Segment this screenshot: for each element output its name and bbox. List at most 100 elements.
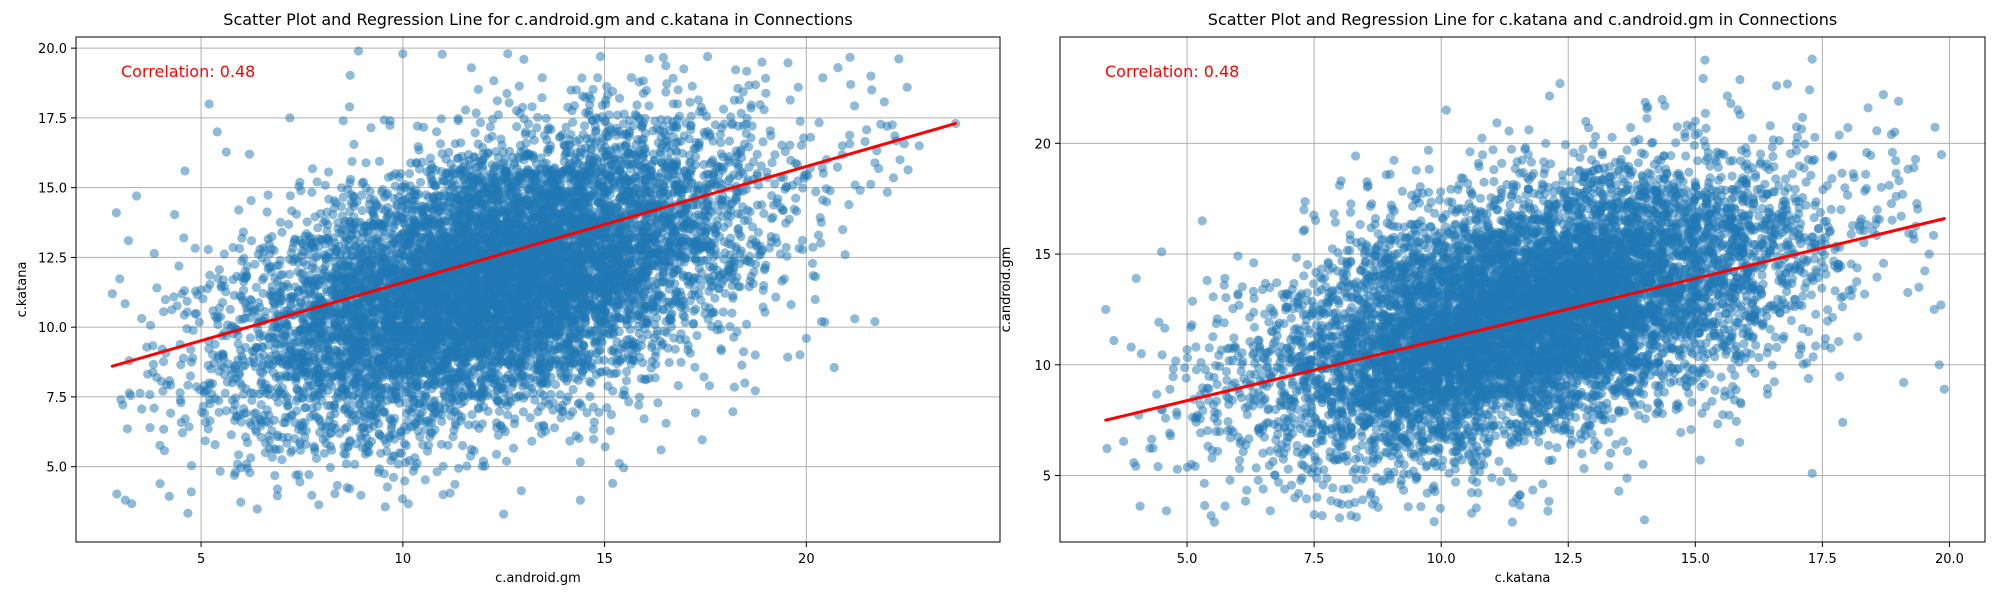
scatter-point bbox=[200, 436, 210, 446]
scatter-point bbox=[724, 136, 735, 146]
scatter-point bbox=[781, 218, 791, 228]
scatter-point bbox=[245, 333, 255, 343]
scatter-point bbox=[493, 430, 503, 440]
scatter-point bbox=[401, 397, 411, 407]
scatter-point bbox=[272, 484, 283, 494]
scatter-point bbox=[437, 149, 447, 159]
scatter-point bbox=[192, 290, 202, 300]
scatter-point bbox=[374, 156, 385, 166]
scatter-point bbox=[580, 121, 590, 131]
scatter-point bbox=[757, 200, 767, 210]
scatter-point bbox=[470, 128, 480, 138]
scatter-point bbox=[236, 497, 246, 507]
scatter-point bbox=[655, 336, 666, 346]
scatter-point bbox=[494, 406, 504, 416]
scatter-point bbox=[471, 108, 481, 118]
scatter-point bbox=[600, 442, 610, 452]
scatter-point bbox=[537, 93, 547, 103]
scatter-point bbox=[783, 352, 793, 362]
scatter-point bbox=[632, 100, 642, 110]
scatter-point bbox=[575, 398, 585, 408]
scatter-point bbox=[382, 482, 392, 492]
scatter-point bbox=[758, 137, 768, 147]
scatter-point bbox=[357, 206, 367, 216]
scatter-point bbox=[568, 117, 578, 127]
scatter-point bbox=[710, 293, 720, 303]
scatter-point bbox=[187, 461, 197, 471]
scatter-point bbox=[602, 82, 612, 92]
scatter-point bbox=[183, 380, 193, 390]
scatter-point bbox=[186, 344, 196, 354]
scatter-point bbox=[284, 219, 294, 229]
scatter-point bbox=[342, 483, 352, 493]
scatter-point bbox=[291, 470, 301, 480]
scatter-point bbox=[262, 207, 272, 217]
scatter-point bbox=[475, 118, 486, 128]
scatter-point bbox=[527, 102, 537, 112]
scatter-point bbox=[178, 353, 189, 363]
scatter-point bbox=[575, 457, 585, 467]
scatter-point bbox=[518, 407, 529, 417]
scatter-point bbox=[516, 486, 526, 496]
scatter-point bbox=[361, 158, 371, 168]
scatter-point bbox=[670, 344, 680, 354]
scatter-point bbox=[810, 272, 821, 282]
scatter-point bbox=[194, 317, 204, 327]
scatter-point bbox=[605, 426, 615, 436]
scatter-point bbox=[750, 80, 761, 90]
scatter-point bbox=[811, 187, 821, 197]
scatter-point bbox=[467, 410, 477, 420]
scatter-point bbox=[390, 181, 400, 191]
scatter-point bbox=[210, 440, 220, 450]
scatter-point bbox=[302, 217, 312, 227]
scatter-point bbox=[461, 105, 471, 115]
scatter-point bbox=[696, 281, 706, 291]
scatter-point bbox=[703, 51, 713, 62]
scatter-point bbox=[221, 406, 231, 416]
scatter-point bbox=[251, 282, 261, 292]
scatter-point bbox=[445, 488, 455, 498]
scatter-point bbox=[764, 243, 775, 253]
scatter-point bbox=[518, 102, 528, 112]
scatter-point bbox=[332, 480, 342, 490]
scatter-point bbox=[158, 386, 168, 396]
scatter-point bbox=[816, 238, 826, 248]
scatter-point bbox=[419, 122, 429, 132]
scatter-point bbox=[866, 179, 876, 189]
scatter-point bbox=[122, 424, 132, 434]
scatter-point bbox=[673, 85, 683, 95]
scatter-point bbox=[753, 250, 764, 260]
scatter-point bbox=[166, 408, 176, 418]
scatter-point bbox=[837, 141, 848, 151]
scatter-point bbox=[470, 420, 480, 430]
scatter-point bbox=[533, 112, 543, 122]
scatter-point bbox=[685, 348, 695, 358]
scatter-point bbox=[169, 292, 179, 302]
scatter-point bbox=[347, 156, 357, 167]
scatter-point bbox=[818, 168, 829, 178]
scatter-point bbox=[691, 304, 701, 314]
scatter-point bbox=[246, 453, 256, 463]
scatter-point bbox=[770, 150, 780, 160]
scatter-point bbox=[184, 422, 194, 432]
scatter-point bbox=[658, 52, 669, 63]
scatter-point bbox=[742, 66, 752, 76]
scatter-point bbox=[770, 179, 780, 189]
scatter-point bbox=[502, 88, 512, 99]
scatter-point bbox=[850, 180, 860, 190]
scatter-point bbox=[158, 357, 169, 367]
scatter-point bbox=[746, 100, 756, 110]
scatter-point bbox=[267, 452, 277, 462]
scatter-point bbox=[798, 183, 808, 193]
scatter-point bbox=[849, 101, 860, 111]
scatter-point bbox=[508, 443, 519, 453]
scatter-point bbox=[275, 217, 286, 227]
scatter-point bbox=[386, 455, 396, 466]
scatter-point bbox=[651, 347, 661, 357]
scatter-point bbox=[159, 307, 169, 317]
scatter-point bbox=[602, 403, 612, 413]
scatter-point bbox=[413, 426, 423, 436]
scatter-point bbox=[247, 395, 257, 405]
scatter-point bbox=[182, 296, 192, 306]
scatter-point bbox=[220, 388, 230, 398]
